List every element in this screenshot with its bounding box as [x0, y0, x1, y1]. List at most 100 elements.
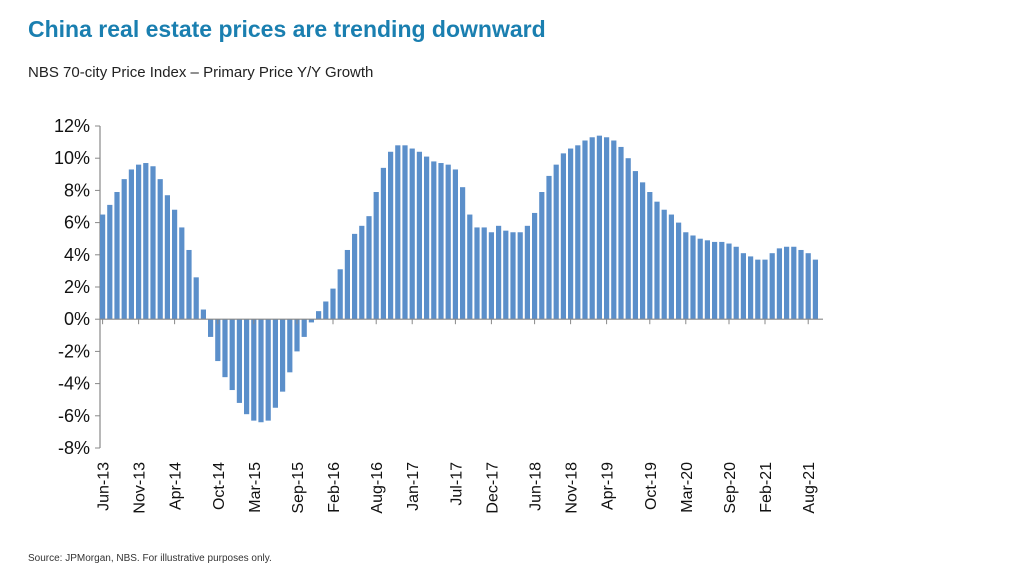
- x-tick-label: Apr-19: [600, 462, 617, 510]
- y-tick-label: 0%: [64, 309, 90, 329]
- bar: [452, 169, 458, 320]
- x-tick-label: Feb-21: [758, 462, 775, 513]
- bar: [236, 319, 242, 403]
- x-tick-label: Feb-16: [326, 462, 343, 513]
- x-tick-label: Nov-18: [564, 462, 581, 514]
- bar: [265, 319, 271, 421]
- bar: [776, 248, 782, 320]
- bar: [589, 137, 595, 320]
- x-tick-label: Aug-21: [801, 462, 818, 514]
- bar: [604, 137, 610, 320]
- chart-subtitle: NBS 70-city Price Index – Primary Price …: [28, 64, 374, 81]
- bar: [193, 277, 199, 320]
- bar: [640, 182, 646, 320]
- bar: [114, 192, 120, 320]
- bar: [272, 319, 278, 408]
- bar: [769, 253, 775, 320]
- bar: [424, 156, 430, 320]
- bar: [661, 209, 667, 320]
- x-tick-label: Oct-14: [211, 462, 228, 510]
- bar: [647, 192, 653, 320]
- bar: [157, 179, 163, 320]
- bar: [438, 163, 444, 320]
- bar: [373, 192, 379, 320]
- y-tick-label: 4%: [64, 245, 90, 265]
- bar: [481, 227, 487, 320]
- x-tick-label: Mar-20: [679, 462, 696, 513]
- bar: [798, 249, 804, 320]
- bar: [136, 164, 142, 320]
- bar: [287, 319, 293, 373]
- slide-title: China real estate prices are trending do…: [28, 16, 546, 42]
- y-tick-label: 12%: [54, 116, 90, 136]
- bar: [164, 195, 170, 320]
- bar: [632, 171, 638, 320]
- y-tick-label: 6%: [64, 213, 90, 233]
- y-tick-label: -2%: [58, 341, 90, 361]
- bar: [251, 319, 257, 421]
- bar: [208, 319, 214, 337]
- bar: [791, 246, 797, 320]
- bar: [121, 179, 127, 320]
- bar: [229, 319, 235, 391]
- bar: [100, 214, 106, 320]
- x-tick-label: Oct-19: [643, 462, 660, 510]
- bar: [546, 175, 552, 320]
- bar: [344, 249, 350, 320]
- bar: [654, 201, 660, 320]
- bar: [582, 140, 588, 320]
- bar: [539, 192, 545, 320]
- bar: [244, 319, 250, 415]
- source-note: Source: JPMorgan, NBS. For illustrative …: [28, 553, 272, 564]
- bar: [316, 311, 322, 320]
- bar: [467, 214, 473, 320]
- x-tick-label: Dec-17: [484, 462, 501, 514]
- bar: [719, 241, 725, 320]
- y-tick-label: -4%: [58, 374, 90, 394]
- bar: [402, 145, 408, 320]
- bar: [618, 146, 624, 320]
- bar: [683, 232, 689, 320]
- bar: [301, 319, 307, 337]
- bar: [323, 301, 329, 320]
- bar: [611, 140, 617, 320]
- bar: [733, 246, 739, 320]
- bar: [625, 158, 631, 320]
- bar: [560, 153, 566, 320]
- bar: [812, 259, 818, 320]
- bar: [740, 253, 746, 320]
- bar: [107, 204, 113, 320]
- y-tick-label: -6%: [58, 406, 90, 426]
- bar: [409, 148, 415, 320]
- y-tick-label: -8%: [58, 438, 90, 458]
- x-tick-label: Jul-17: [448, 462, 465, 506]
- bar: [222, 319, 228, 378]
- bar: [553, 164, 559, 320]
- x-tick-label: Nov-13: [132, 462, 149, 514]
- bar: [524, 225, 530, 320]
- bar: [200, 309, 206, 320]
- bar: [359, 225, 365, 320]
- bar: [445, 164, 451, 320]
- bar: [517, 232, 523, 320]
- x-tick-label: Jun-13: [96, 462, 113, 511]
- bar: [337, 269, 343, 320]
- bar: [704, 240, 710, 320]
- x-tick-label: Apr-14: [168, 462, 185, 510]
- bar: [532, 212, 538, 320]
- y-tick-label: 2%: [64, 277, 90, 297]
- x-tick-label: Aug-16: [369, 462, 386, 514]
- bar: [280, 319, 286, 392]
- bar: [762, 259, 768, 320]
- bar: [330, 288, 336, 320]
- bar: [575, 145, 581, 320]
- x-tick-label: Sep-20: [722, 462, 739, 514]
- bar: [215, 319, 221, 362]
- bar: [784, 246, 790, 320]
- bar: [676, 222, 682, 320]
- bar: [128, 169, 134, 320]
- bar: [668, 214, 674, 320]
- bar: [143, 163, 149, 320]
- bar: [294, 319, 300, 352]
- x-tick-label: Sep-15: [290, 462, 307, 514]
